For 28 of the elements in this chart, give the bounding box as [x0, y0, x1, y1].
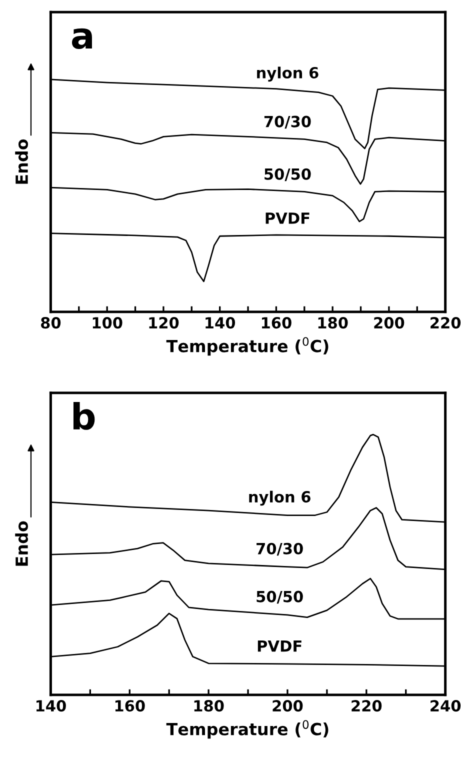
y-axis-title: Endo: [15, 139, 28, 184]
series-label: 50/50: [264, 168, 311, 182]
x-tick-label: 140: [36, 700, 66, 712]
x-tick-label: 240: [430, 700, 461, 712]
x-tick-label: 160: [115, 700, 145, 712]
series-label: nylon 6: [249, 490, 310, 506]
x-tick-label: 220: [430, 317, 461, 329]
x-axis-title: Temperature ($^{0}$C): [166, 720, 328, 739]
x-axis-title: Temperature ($^{0}$C): [166, 337, 328, 356]
x-tick-label: 100: [92, 317, 122, 329]
x-tick-label: 180: [318, 317, 348, 329]
series-label: 70/30: [264, 116, 311, 129]
series-label: PVDF: [266, 212, 310, 224]
x-tick-label: 200: [374, 317, 404, 329]
series-label: PVDF: [258, 640, 302, 652]
x-tick-label: 120: [149, 317, 179, 329]
text: a: [72, 28, 92, 50]
y-axis-title: Endo: [15, 521, 28, 566]
x-tick-label: 140: [206, 317, 236, 329]
series-label: 50/50: [256, 590, 303, 604]
series-label: nylon 6: [257, 66, 318, 82]
x-tick-label: 80: [41, 317, 61, 329]
x-tick-label: 200: [272, 700, 303, 712]
x-tick-label: 180: [194, 700, 224, 712]
series-label: 70/30: [256, 542, 303, 556]
x-tick-label: 220: [352, 700, 382, 712]
x-tick-label: 160: [262, 317, 292, 329]
text: b: [73, 402, 95, 430]
